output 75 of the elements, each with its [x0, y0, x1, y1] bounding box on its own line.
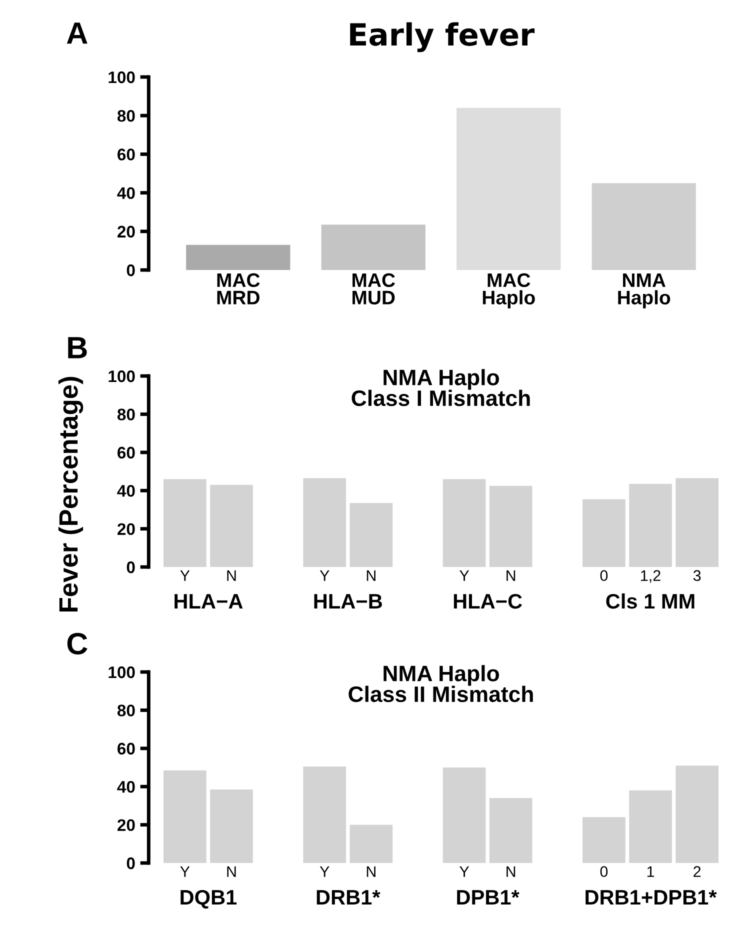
text: HLA−C	[454, 594, 522, 609]
chart-title: NMA Haplo Class I Mismatch	[352, 369, 530, 406]
bar	[592, 183, 696, 270]
y-tick-label: 0	[126, 264, 135, 276]
y-tick-label: 80	[117, 704, 135, 716]
bar	[350, 824, 393, 863]
y-tick-label: 60	[118, 148, 135, 160]
y-tick-label: 60	[118, 446, 135, 459]
bar	[186, 244, 290, 270]
x-tick-label: MAC MRD	[217, 273, 260, 304]
bar	[629, 790, 672, 863]
x-tick-label: 2	[694, 866, 701, 877]
bar	[489, 798, 532, 863]
x-tick-label: MAC MUD	[352, 273, 395, 304]
x-tick-label: Y	[180, 570, 190, 581]
x-tick-label: N	[366, 866, 376, 877]
x-tick-label: 3	[693, 570, 701, 581]
x-tick-label: 0	[600, 570, 608, 581]
bar	[442, 479, 486, 567]
y-tick-label: 20	[118, 226, 135, 238]
bar	[456, 108, 561, 270]
bar	[164, 479, 206, 567]
bar	[629, 484, 672, 567]
bar	[210, 789, 253, 863]
x-tick-label: 0	[600, 866, 608, 877]
x-tick-label: Y	[460, 866, 470, 877]
y-tick-label: 40	[117, 187, 135, 200]
x-tick-label: 1	[647, 866, 654, 877]
y-tick-label: 60	[118, 742, 135, 755]
y-tick-label: 20	[118, 523, 135, 536]
bar	[210, 484, 253, 567]
text: DPB1*	[457, 890, 520, 904]
x-tick-label: N	[366, 570, 376, 581]
text: DRB1+DPB1*	[586, 890, 717, 904]
text: A	[66, 22, 88, 44]
bar	[164, 770, 206, 863]
x-tick-label: N	[227, 866, 236, 877]
x-tick-label: 1,2	[641, 570, 660, 583]
x-tick-label: N	[227, 570, 236, 581]
x-tick-label: Y	[320, 570, 330, 581]
x-tick-label: N	[506, 866, 516, 877]
bar	[442, 768, 486, 863]
x-tick-label: Y	[180, 866, 190, 877]
y-tick-label: 40	[117, 485, 135, 497]
y-tick-label: 100	[108, 666, 135, 678]
text: C	[67, 632, 88, 654]
y-tick-label: 100	[108, 71, 135, 84]
y-tick-label: 20	[118, 819, 135, 832]
y-tick-label: 80	[117, 408, 135, 420]
bar	[321, 224, 426, 270]
bar	[303, 478, 346, 567]
text: DRB1*	[316, 890, 380, 904]
x-tick-label: Y	[320, 866, 330, 877]
x-tick-label: MAC Haplo	[482, 273, 535, 308]
bar	[582, 499, 626, 567]
text: DQB1	[180, 890, 237, 909]
x-tick-label: Y	[460, 570, 470, 581]
x-tick-label: NMA Haplo	[618, 273, 670, 308]
bar	[676, 478, 718, 567]
text: B	[68, 337, 87, 358]
bar	[582, 817, 626, 863]
chart-title: Early fever	[350, 22, 535, 52]
y-tick-label: 80	[117, 110, 135, 122]
y-tick-label: 100	[108, 370, 135, 382]
y-tick-label: 40	[117, 781, 135, 793]
bar	[303, 766, 346, 863]
bar	[350, 503, 393, 567]
chart-title: NMA Haplo Class II Mismatch	[348, 665, 533, 702]
text: HLA−A	[174, 594, 243, 608]
x-tick-label: N	[506, 570, 516, 581]
bar	[676, 766, 718, 863]
text: HLA−B	[314, 594, 382, 608]
text: Cls 1 MM	[606, 593, 694, 609]
y-axis-title: Fever (Percentage)	[58, 376, 84, 612]
bar	[489, 486, 532, 567]
